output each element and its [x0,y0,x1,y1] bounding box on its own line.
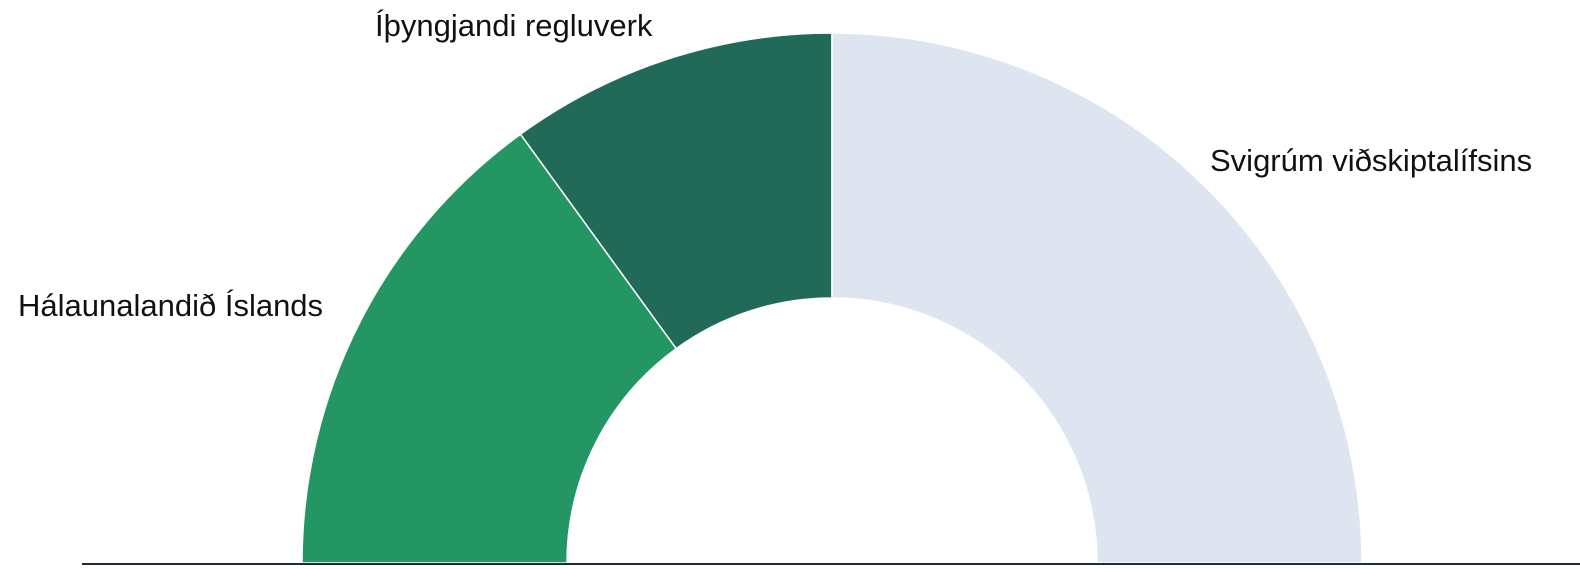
segment-label: Svigrúm viðskiptalífsins [1210,143,1532,178]
segment-label: Íþyngjandi regluverk [375,8,653,43]
donut-segment [301,133,678,564]
donut-segment [519,32,833,350]
segment-label: Hálaunalandið Íslands [18,288,323,323]
donut-segment [831,32,1363,564]
